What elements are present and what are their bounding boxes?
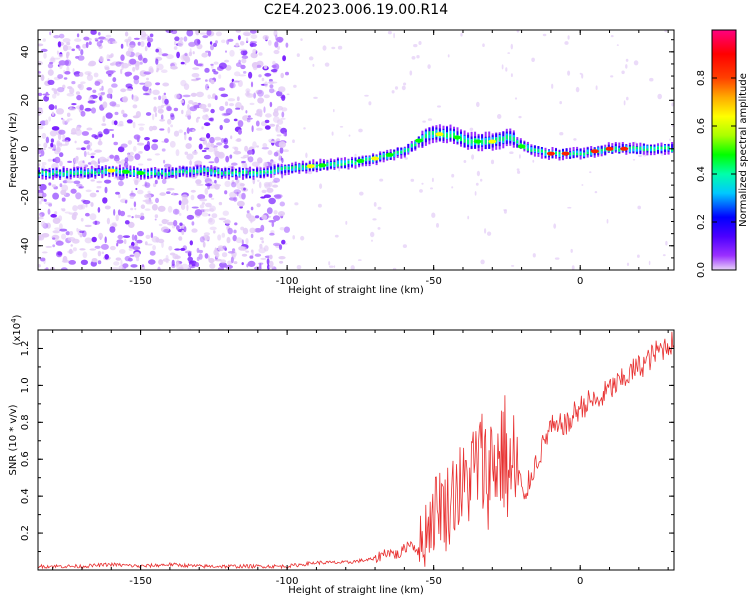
snr-x-label: Height of straight line (km) bbox=[288, 585, 424, 596]
spectrogram-hotspot bbox=[473, 139, 482, 144]
y-tick-label: 0.2 bbox=[20, 525, 31, 541]
colorbar-tick-label: 0.8 bbox=[696, 70, 707, 86]
spectrogram-hotspot bbox=[415, 138, 423, 143]
x-tick-label: -50 bbox=[425, 576, 441, 587]
y-tick-label: 40 bbox=[20, 45, 31, 58]
spectrogram-hotspot bbox=[385, 152, 394, 157]
x-tick-label: -100 bbox=[276, 576, 299, 587]
y-tick-label: -20 bbox=[20, 189, 31, 205]
x-tick-label: -150 bbox=[129, 276, 152, 287]
snr-y-scale-exponent: 4 bbox=[10, 318, 18, 323]
spectrogram-hotspot bbox=[435, 132, 444, 137]
snr-frame bbox=[37, 329, 675, 571]
spectrogram-hotspot bbox=[590, 149, 599, 154]
snr-y-scale: (x104) bbox=[10, 314, 23, 345]
spectrogram-hotspot bbox=[107, 168, 116, 173]
spectrogram-hotspot bbox=[306, 164, 315, 169]
y-tick-label: 0.8 bbox=[20, 414, 31, 430]
spectrogram-hotspot bbox=[488, 139, 497, 144]
spectrogram-x-ticks: -150 -100 -50 0 bbox=[52, 30, 669, 287]
spectrogram-noise bbox=[38, 30, 674, 270]
spectrogram-hotspot bbox=[371, 156, 380, 161]
y-tick-label: -40 bbox=[20, 238, 31, 254]
figure-title: C2E4.2023.006.19.00.R14 bbox=[264, 2, 448, 18]
snr-marks bbox=[38, 331, 674, 570]
colorbar-tick-label: 0.4 bbox=[696, 166, 707, 182]
y-tick-label: 0.6 bbox=[20, 451, 31, 467]
colorbar-gradient bbox=[712, 30, 736, 270]
spectrogram-hotspot bbox=[546, 151, 555, 156]
snr-y-ticks: 0.2 0.4 0.6 0.8 1.0 1.2 bbox=[20, 329, 674, 553]
colorbar-tick-label: 0.2 bbox=[696, 214, 707, 230]
y-tick-label: 0.4 bbox=[20, 488, 31, 504]
colorbar-ticks: 0.0 0.2 0.4 0.6 0.8 bbox=[696, 70, 736, 278]
x-tick-label: -50 bbox=[425, 276, 441, 287]
y-tick-label: 0 bbox=[20, 146, 31, 152]
colorbar-tick-label: 0.0 bbox=[696, 262, 707, 278]
spectrogram-y-label: Frequency (Hz) bbox=[8, 112, 19, 188]
spectrogram-hotspot bbox=[356, 158, 365, 163]
colorbar-label: Normalized spectral amplitude bbox=[738, 73, 749, 227]
spectrogram-hotspot bbox=[517, 144, 526, 149]
snr-x-ticks: -150 -100 -50 0 bbox=[52, 330, 669, 587]
spectrogram-panel: -150 -100 -50 0 -40 -20 0 20 40 Height of strai… bbox=[8, 29, 675, 296]
snr-panel: -150 -100 -50 0 0.2 0.4 0.6 0.8 1.0 1.2 Height o… bbox=[8, 314, 675, 596]
spectrogram-hotspot bbox=[605, 146, 614, 151]
x-tick-label: -150 bbox=[129, 576, 152, 587]
spectrogram-hotspot bbox=[136, 171, 145, 175]
spectrogram-marks bbox=[38, 30, 674, 270]
spectrogram-hotspot bbox=[620, 146, 629, 151]
x-tick-label: -100 bbox=[276, 276, 299, 287]
y-tick-label: 20 bbox=[20, 94, 31, 107]
y-tick-label: 1.0 bbox=[20, 377, 31, 393]
x-tick-label: 0 bbox=[577, 276, 583, 287]
spectrogram-y-ticks: -40 -20 0 20 40 bbox=[20, 39, 674, 271]
spectrogram-frame bbox=[37, 29, 675, 271]
colorbar: 0.0 0.2 0.4 0.6 0.8 Normalized spectral ampl… bbox=[696, 29, 749, 278]
svg-text:(x104): (x104) bbox=[10, 314, 23, 345]
y-tick-label: 1.2 bbox=[20, 341, 31, 357]
spectrogram-x-label: Height of straight line (km) bbox=[288, 285, 424, 296]
x-tick-label: 0 bbox=[577, 576, 583, 587]
spectrogram-hotspot bbox=[561, 151, 570, 156]
spectrogram-hotspot bbox=[318, 163, 327, 168]
snr-y-scale-close: ) bbox=[12, 314, 23, 318]
spectrogram-ridge bbox=[38, 124, 674, 180]
snr-y-scale-label: (x10 bbox=[12, 323, 23, 346]
snr-y-label: SNR (10 * v/v) bbox=[8, 404, 19, 475]
spectrogram-hotspot bbox=[121, 169, 130, 174]
colorbar-frame bbox=[711, 29, 737, 271]
colorbar-tick-label: 0.6 bbox=[696, 118, 707, 134]
snr-line bbox=[38, 331, 674, 570]
spectrogram-hotspot bbox=[453, 135, 462, 140]
